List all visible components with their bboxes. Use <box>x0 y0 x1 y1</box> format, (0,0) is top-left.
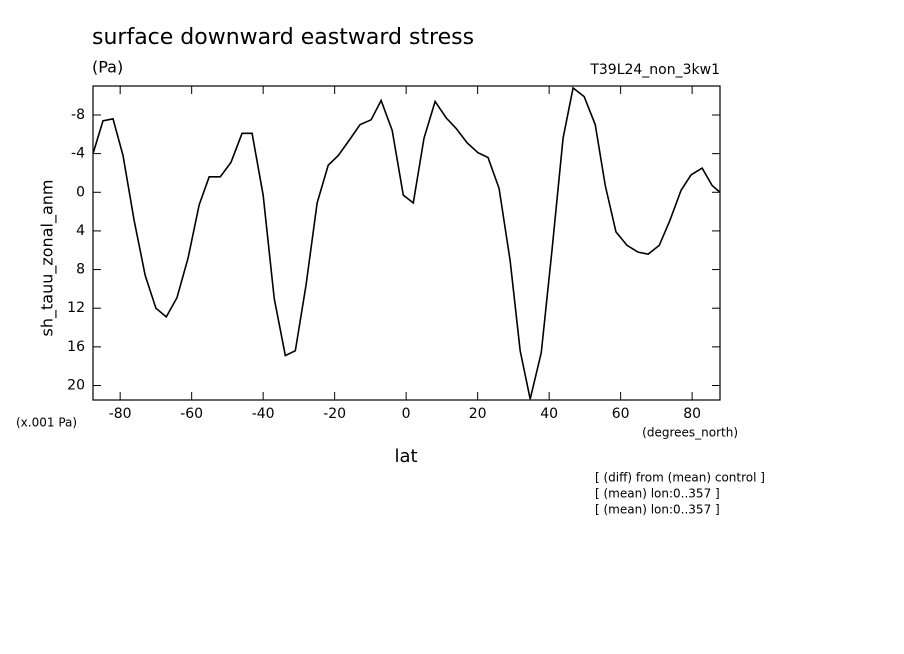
x-tick-label: 40 <box>540 406 558 422</box>
y-tick-label: 0 <box>76 184 85 200</box>
note: [ (diff) from (mean) control ] <box>595 471 765 485</box>
run-label: T39L24_non_3kw1 <box>589 62 720 78</box>
x-tick-label: 0 <box>402 406 411 422</box>
y-units: (x.001 Pa) <box>16 416 77 430</box>
note: [ (mean) lon:0..357 ] <box>595 487 720 501</box>
x-tick-label: -60 <box>180 406 203 422</box>
x-tick-label: 80 <box>683 406 701 422</box>
chart-title: surface downward eastward stress <box>92 25 474 50</box>
y-tick-label: 16 <box>67 339 85 355</box>
x-tick-label: 20 <box>469 406 487 422</box>
x-tick-label: -40 <box>252 406 275 422</box>
x-tick-label: -80 <box>109 406 132 422</box>
x-units: (degrees_north) <box>642 426 738 440</box>
y-tick-label: 4 <box>76 223 85 239</box>
y-tick-label: -4 <box>71 146 85 162</box>
x-axis-label: lat <box>394 446 417 467</box>
y-tick-label: 20 <box>67 378 85 394</box>
units: (Pa) <box>92 58 123 77</box>
data-line <box>92 86 721 400</box>
x-tick-label: -20 <box>323 406 346 422</box>
y-tick-label: 12 <box>67 300 85 316</box>
y-tick-label: 8 <box>76 262 85 278</box>
y-axis-label: sh_tauu_zonal_anm <box>38 180 58 337</box>
y-tick-label: -8 <box>71 107 85 123</box>
x-tick-label: 60 <box>612 406 630 422</box>
note: [ (mean) lon:0..357 ] <box>595 503 720 517</box>
